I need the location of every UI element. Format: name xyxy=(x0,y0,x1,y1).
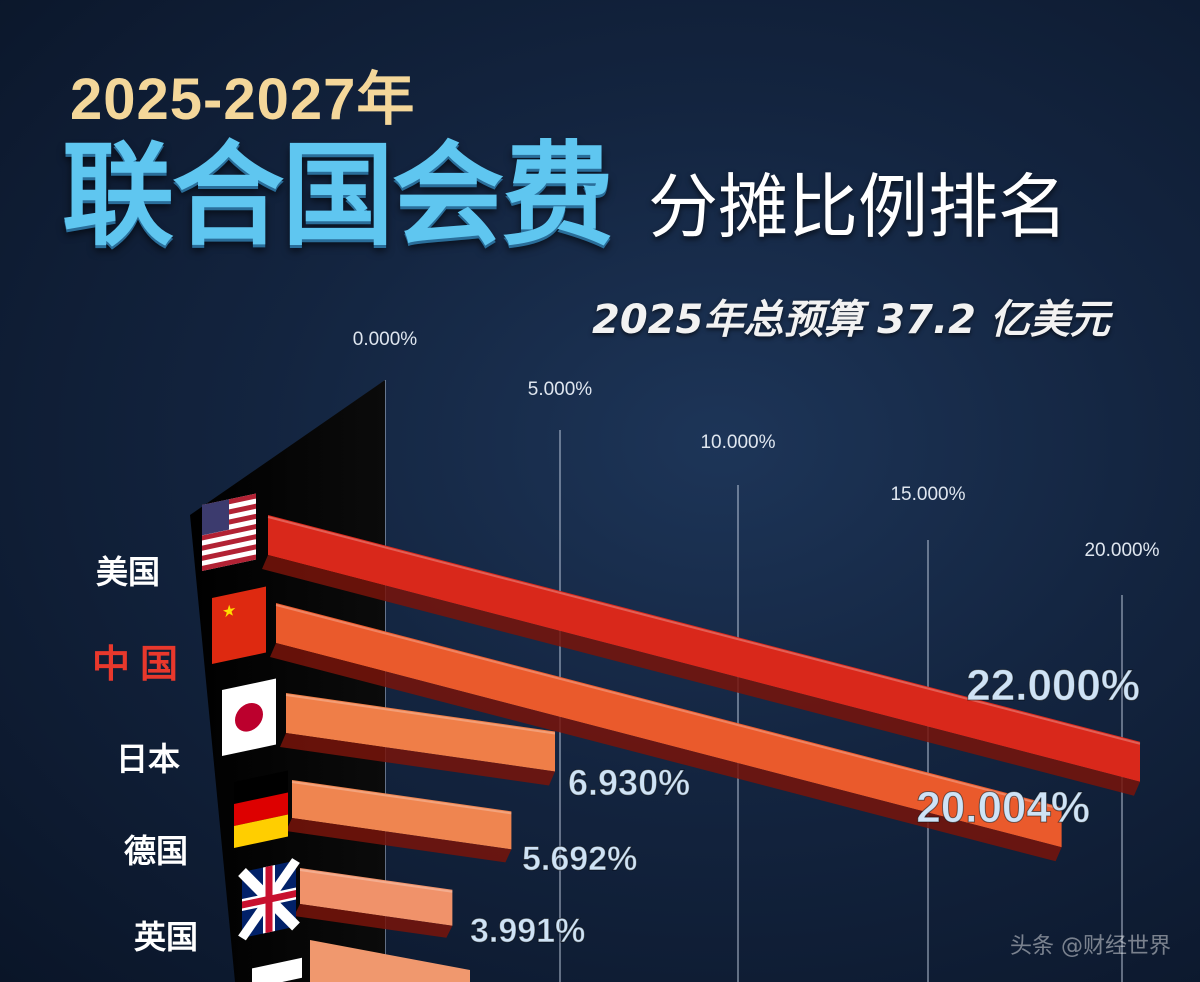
bar-depth xyxy=(294,904,453,938)
value-label: 5.692% xyxy=(522,840,637,878)
year-range: 2025-2027年 xyxy=(70,67,416,132)
page-subtitle: 分摊比例排名 xyxy=(648,166,1068,248)
bar-2 xyxy=(280,693,556,786)
value-label: 20.004% xyxy=(916,783,1090,832)
category-label: 美国 xyxy=(96,553,160,591)
category-label: 德国 xyxy=(124,832,188,870)
bar-0 xyxy=(262,515,1141,796)
x-tick-label: 5.000% xyxy=(528,379,593,400)
watermark: 头条 @财经世界 xyxy=(1010,934,1171,959)
value-label: 22.000% xyxy=(966,661,1140,710)
bar-3 xyxy=(286,780,512,863)
us-flag-icon xyxy=(202,493,256,571)
germany-flag-icon xyxy=(234,770,288,848)
bar-face xyxy=(286,693,556,772)
japan-flag-icon xyxy=(222,678,276,756)
category-label: 中国 xyxy=(92,641,188,686)
uk-flag-icon xyxy=(238,858,300,941)
x-tick-label: 20.000% xyxy=(1084,540,1159,561)
svg-text:★: ★ xyxy=(222,600,236,622)
bar-4 xyxy=(294,868,453,938)
x-tick-label: 15.000% xyxy=(890,484,965,505)
x-tick-label: 0.000% xyxy=(353,329,418,350)
bar-depth xyxy=(262,555,1140,796)
flag-partial-icon xyxy=(252,957,302,982)
bar-depth xyxy=(286,818,512,863)
bar-partial xyxy=(310,940,470,982)
bar-face xyxy=(292,780,512,850)
china-flag-icon: ★ xyxy=(212,586,266,664)
x-tick-label: 10.000% xyxy=(700,432,775,453)
value-label: 3.991% xyxy=(470,912,585,950)
category-label: 日本 xyxy=(116,740,180,778)
bar-depth xyxy=(270,643,1062,862)
value-label: 6.930% xyxy=(568,762,690,803)
bar-face xyxy=(276,603,1062,848)
budget-note: 2025年总预算 37.2 亿美元 xyxy=(592,297,1110,343)
category-label: 英国 xyxy=(134,918,198,956)
bar-depth xyxy=(280,733,556,786)
page-title: 联合国会费 xyxy=(62,131,614,261)
bar-face xyxy=(268,515,1140,782)
bar-face xyxy=(300,868,453,926)
bar-1 xyxy=(270,603,1062,862)
